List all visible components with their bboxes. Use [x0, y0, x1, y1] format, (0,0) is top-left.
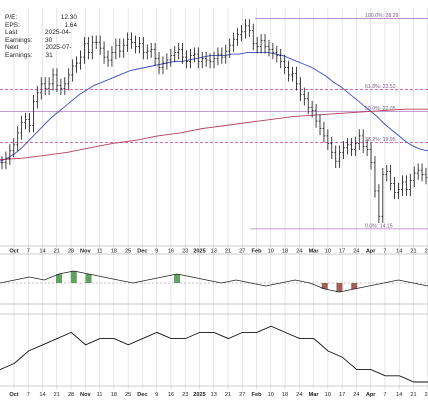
x-tick-label: Dec: [137, 392, 147, 398]
stat-eps: EPS: 1.64: [5, 22, 77, 30]
x-tick-label: 9: [155, 249, 158, 255]
osc-positive-fill: [85, 274, 92, 283]
x-tick-label: 21: [410, 392, 416, 398]
osc-negative-fill: [351, 283, 358, 289]
x-tick-label: 13: [211, 392, 217, 398]
x-tick-label: 24: [296, 249, 302, 255]
x-tick-label: 17: [339, 249, 345, 255]
x-tick-label: Oct: [9, 392, 18, 398]
stat-value: 2025-04-30: [45, 29, 72, 44]
x-tick-label: 7: [383, 249, 386, 255]
x-tick-label: Dec: [137, 249, 147, 255]
x-tick-label: Feb: [252, 249, 263, 255]
x-tick-label: Nov: [80, 249, 91, 255]
x-tick-label: 21: [225, 249, 231, 255]
osc-positive-fill: [56, 274, 63, 283]
stat-label: P/E:: [5, 14, 18, 21]
price-bars: [0, 19, 428, 223]
x-tick-label: 18: [282, 392, 288, 398]
osc-negative-fill: [336, 283, 343, 292]
grid: [0, 8, 428, 390]
rs-line: [0, 325, 428, 383]
x-tick-label: 10: [268, 249, 274, 255]
x-tick-label: Apr: [366, 392, 376, 398]
x-tick-label: 10: [325, 392, 331, 398]
x-tick-label: 24: [353, 249, 359, 255]
fib-label: 0.0%: 14.15: [365, 223, 393, 229]
x-tick-label: 10: [325, 249, 331, 255]
x-tick-label: 16: [168, 249, 174, 255]
stat-value: 2025-07-31: [45, 44, 72, 59]
relative-strength-panel: [0, 325, 428, 383]
x-tick-label: 28: [425, 249, 428, 255]
x-tick-label: 28: [68, 249, 74, 255]
x-tick-label: 27: [239, 249, 245, 255]
x-tick-label: 21: [225, 392, 231, 398]
x-tick-label: Mar: [309, 249, 320, 255]
x-tick-label: 23: [182, 249, 188, 255]
x-tick-label: 25: [125, 392, 131, 398]
x-tick-label: 2025: [193, 249, 205, 255]
fib-label: 100.0%: 28.29: [365, 13, 399, 19]
x-tick-label: Mar: [309, 392, 320, 398]
x-tick-label: 11: [97, 249, 103, 255]
x-tick-label: 14: [39, 249, 45, 255]
stat-value: 12.30: [60, 14, 77, 21]
x-tick-label: 24: [353, 392, 359, 398]
x-tick-label: 21: [54, 249, 60, 255]
x-tick-label: 24: [296, 392, 302, 398]
x-tick-label: 27: [239, 392, 245, 398]
stat-pe: P/E: 12.30: [5, 14, 77, 22]
x-tick-label: Feb: [252, 392, 263, 398]
x-tick-label: 18: [282, 249, 288, 255]
momentum-panel: [0, 270, 428, 293]
osc-negative-fill: [321, 283, 328, 289]
x-tick-label: 18: [111, 249, 117, 255]
x-tick-label: Nov: [80, 392, 91, 398]
stats-box: P/E: 12.30 EPS: 1.64 Last Earnings: 2025…: [5, 14, 77, 60]
x-tick-label: 21: [54, 392, 60, 398]
x-tick-label: 28: [425, 392, 428, 398]
fibonacci-levels: 100.0%: 28.29 61.8%: 23.52 50.0%: 22.05 38.…: [0, 13, 428, 229]
x-tick-label: Oct: [9, 249, 18, 255]
fib-label: 61.8%: 23.52: [365, 84, 396, 90]
x-tick-label: 7: [27, 249, 30, 255]
x-tick-label: 13: [211, 249, 217, 255]
x-tick-label: 16: [168, 392, 174, 398]
x-tick-label: 11: [97, 392, 103, 398]
x-tick-label: Apr: [366, 249, 376, 255]
x-tick-label: 10: [268, 392, 274, 398]
stat-label: Next Earnings:: [5, 44, 33, 59]
x-tick-label: 7: [383, 392, 386, 398]
x-tick-label: 17: [339, 392, 345, 398]
osc-positive-fill: [70, 271, 77, 283]
x-tick-label: 7: [27, 392, 30, 398]
stat-next-earnings: Next Earnings: 2025-07-31: [5, 44, 77, 59]
osc-line: [0, 270, 428, 293]
stat-value: 1.64: [64, 21, 77, 29]
stat-last-earnings: Last Earnings: 2025-04-30: [5, 29, 77, 44]
x-tick-label: 28: [68, 392, 74, 398]
x-tick-label: 14: [396, 249, 402, 255]
stat-label: EPS:: [5, 21, 20, 29]
x-tick-label: 21: [410, 249, 416, 255]
x-tick-label: 25: [125, 249, 131, 255]
x-tick-label: 14: [396, 392, 402, 398]
x-tick-label: 18: [111, 392, 117, 398]
x-tick-label: 9: [155, 392, 158, 398]
x-tick-label: 2025: [193, 392, 205, 398]
x-tick-label: 23: [182, 392, 188, 398]
stat-label: Last Earnings:: [5, 29, 33, 44]
fib-label: 38.2%: 19.95: [365, 137, 396, 143]
x-tick-label: 14: [39, 392, 45, 398]
x-axis-labels: Oct Oct 7 7 14 14 21 21 28 28 Nov Nov 11 11 18 18 25 25 De…: [9, 249, 428, 399]
sma200-line: [0, 108, 428, 161]
fib-label: 50.0%: 22.05: [365, 106, 396, 112]
osc-positive-fill: [174, 274, 181, 283]
